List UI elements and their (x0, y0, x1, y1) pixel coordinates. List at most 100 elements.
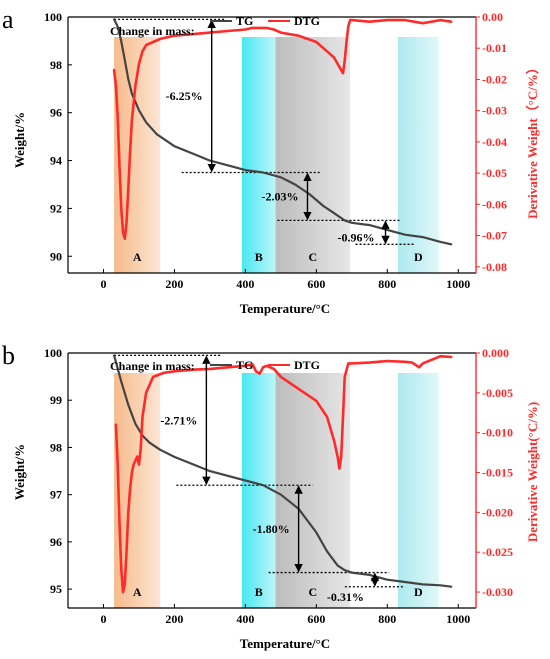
y2-axis-title: Derivative Weight（°C/%） (525, 61, 540, 219)
mass-change-label: -2.03% (261, 189, 298, 203)
axes-layer (67, 16, 480, 274)
region-a-label: A (133, 585, 142, 599)
x-tick-label: 1000 (446, 612, 470, 626)
x-tick-label: 0 (100, 277, 106, 291)
y2-tick-label: -0.010 (482, 426, 513, 440)
y-tick-label: 90 (50, 249, 62, 263)
region-b-band (241, 373, 276, 608)
mass-change-label: -2.71% (160, 413, 197, 427)
x-tick-labels: 0 200 400 600 800 1000 (100, 612, 470, 626)
region-b-band (241, 37, 276, 273)
annotation-dotted-lines (114, 18, 414, 245)
y2-axis-title: Derivative Weight(°C/%) (525, 402, 540, 542)
region-a-label: A (133, 250, 142, 264)
tg-curve (113, 18, 453, 246)
x-tick-label: 600 (307, 277, 325, 291)
x-tick-label: 400 (236, 277, 254, 291)
y-tick-label: 96 (50, 535, 62, 549)
y2-tick-label: -0.020 (482, 505, 513, 519)
y2-tick-label: -0.015 (482, 466, 513, 480)
region-c-label: C (308, 250, 317, 264)
x-tick-labels: 0 200 400 600 800 1000 (100, 277, 470, 291)
region-b-label: B (255, 250, 263, 264)
x-tick-label: 200 (165, 277, 183, 291)
mass-change-arrows: -6.25% -2.03% -0.96% (166, 19, 390, 244)
y2-tick-label: -0.06 (482, 197, 507, 211)
y-tick-label: 94 (50, 154, 62, 168)
y2-tick-labels: 0.000 -0.005 -0.010 -0.015 -0.020 -0.025 -0.03… (482, 346, 513, 599)
panel-a: 0 200 400 600 800 1000 90 92 94 96 98 100 0.00 -0.0… (2, 5, 540, 316)
region-b-label: B (255, 585, 263, 599)
y-tick-label: 99 (50, 393, 62, 407)
x-axis-title: Temperature/°C (240, 636, 330, 651)
y-tick-label: 100 (44, 346, 62, 360)
mass-change-label: -1.80% (253, 522, 290, 536)
panel-letter: a (2, 5, 14, 34)
region-d-label: D (414, 250, 423, 264)
region-c-band (275, 373, 351, 608)
x-tick-label: 800 (378, 277, 396, 291)
legend-dtg-label: DTG (294, 14, 320, 28)
legend: TG DTG (210, 14, 320, 28)
y2-tick-label: -0.005 (482, 386, 513, 400)
y2-tick-label: -0.03 (482, 104, 507, 118)
y-tick-label: 95 (50, 582, 62, 596)
region-c-label: C (308, 585, 317, 599)
region-bands (114, 373, 439, 608)
change-in-mass-label: Change in mass: (110, 359, 195, 373)
y2-tick-label: -0.01 (482, 41, 507, 55)
region-labels: A B C D (133, 250, 423, 264)
panel-b: 0 200 400 600 800 1000 95 96 97 98 99 100 0.000 -0.… (2, 341, 540, 651)
legend: TG DTG (210, 358, 320, 372)
y-tick-label: 96 (50, 106, 62, 120)
x-tick-label: 0 (100, 612, 106, 626)
region-d-band (397, 373, 439, 608)
y2-tick-label: 0.000 (482, 346, 509, 360)
legend-dtg-label: DTG (294, 358, 320, 372)
y2-tick-label: -0.08 (482, 260, 507, 274)
mass-change-label: -0.31% (327, 590, 364, 604)
region-labels: A B C D (133, 585, 423, 599)
y-axis-title: Weight/% (12, 112, 27, 168)
y-axis-title: Weight/% (12, 444, 27, 500)
panel-letter: b (2, 341, 15, 370)
y2-tick-label: -0.025 (482, 545, 513, 559)
y2-tick-label: -0.07 (482, 229, 507, 243)
mass-change-arrows: -2.71% -1.80% -0.31% (160, 355, 380, 604)
y-tick-label: 98 (50, 58, 62, 72)
dtg-curve (112, 18, 453, 240)
tg-curve (113, 354, 453, 588)
y-tick-label: 97 (50, 488, 62, 502)
x-axis-title: Temperature/°C (240, 301, 330, 316)
legend-tg-label: TG (236, 14, 253, 28)
legend-tg-label: TG (236, 358, 253, 372)
series-layer (113, 354, 453, 594)
mass-change-label: -6.25% (166, 89, 203, 103)
y2-tick-label: -0.05 (482, 166, 507, 180)
x-tick-label: 400 (236, 612, 254, 626)
mass-change-label: -0.96% (338, 230, 375, 244)
annotation-dotted-lines (114, 354, 403, 588)
y-tick-labels: 95 96 97 98 99 100 (44, 346, 62, 596)
series-layer (112, 18, 453, 246)
y2-tick-label: -0.030 (482, 585, 513, 599)
axes-layer (67, 352, 480, 609)
dtg-curve (114, 354, 453, 594)
x-tick-label: 200 (165, 612, 183, 626)
y2-tick-label: -0.02 (482, 72, 507, 86)
y-tick-labels: 90 92 94 96 98 100 (44, 10, 62, 263)
x-tick-label: 600 (307, 612, 325, 626)
x-tick-label: 800 (378, 612, 396, 626)
change-in-mass-label: Change in mass: (110, 24, 195, 38)
region-d-label: D (414, 585, 423, 599)
region-c-band (275, 37, 351, 273)
y2-tick-label: -0.04 (482, 135, 507, 149)
y2-tick-label: 0.00 (482, 10, 503, 24)
region-bands (114, 37, 439, 273)
x-tick-label: 1000 (446, 277, 470, 291)
y-tick-label: 92 (50, 201, 62, 215)
y2-tick-labels: 0.00 -0.01 -0.02 -0.03 -0.04 -0.05 -0.06 -0.07 -… (482, 10, 507, 274)
y-tick-label: 100 (44, 10, 62, 24)
y-tick-label: 98 (50, 440, 62, 454)
